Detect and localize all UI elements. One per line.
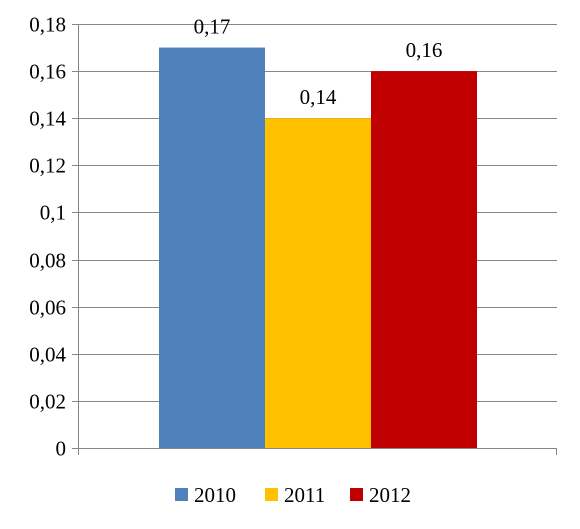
- data-label-2011: 0,14: [300, 85, 337, 109]
- y-tick-label: 0,06: [29, 296, 66, 320]
- legend-swatch-2011: [265, 488, 278, 501]
- bar-2010: [159, 47, 265, 449]
- y-tick-label: 0,12: [29, 154, 66, 178]
- y-tick-label: 0,16: [29, 60, 66, 84]
- data-label-2010: 0,17: [194, 15, 231, 39]
- data-labels: 0,17 0,14 0,16: [194, 15, 443, 110]
- data-label-2012: 0,16: [406, 38, 443, 62]
- bars: [159, 47, 477, 449]
- legend-label-2012: 2012: [369, 483, 411, 507]
- bar-2011: [265, 118, 371, 448]
- legend: 2010 2011 2012: [175, 483, 411, 507]
- y-tick-label: 0,08: [29, 249, 66, 273]
- y-tick-label: 0,18: [29, 13, 66, 37]
- y-tick-label: 0,1: [40, 201, 66, 225]
- y-tick-label: 0,04: [29, 343, 66, 367]
- y-tick-label: 0,02: [29, 390, 66, 414]
- legend-swatch-2010: [175, 488, 188, 501]
- legend-label-2011: 2011: [284, 483, 325, 507]
- y-tick-label: 0,14: [29, 107, 66, 131]
- y-axis: 0 0,02 0,04 0,06 0,08 0,1 0,12 0,14 0,16 0,18: [29, 13, 557, 461]
- bar-2012: [371, 71, 477, 448]
- legend-label-2010: 2010: [194, 483, 236, 507]
- legend-swatch-2012: [350, 488, 363, 501]
- y-tick-label: 0: [56, 437, 67, 461]
